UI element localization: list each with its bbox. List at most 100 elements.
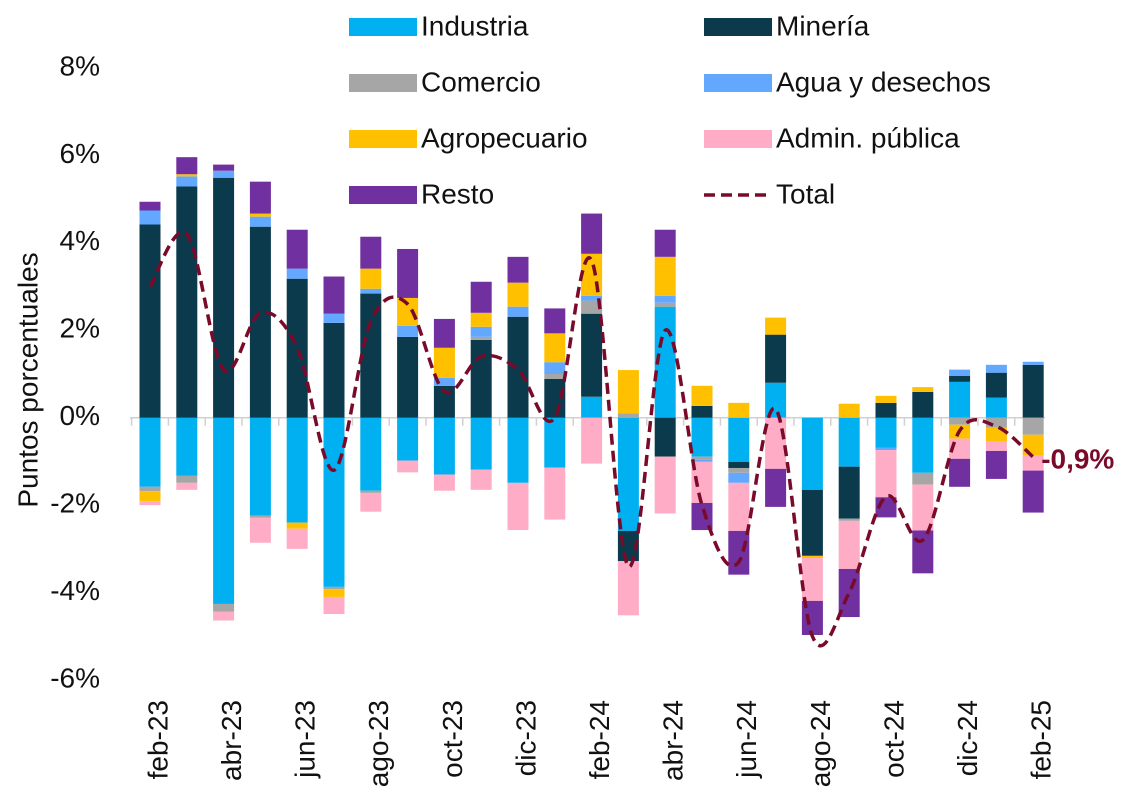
bar-segment [654, 456, 676, 514]
bar-segment [617, 370, 639, 414]
bar-segment [765, 417, 787, 469]
bar-segment [507, 417, 529, 483]
bar-segment [1022, 470, 1044, 513]
bar-segment [213, 164, 235, 171]
bar-segment [617, 413, 639, 418]
bar-segment [544, 467, 566, 520]
bar-segment [286, 417, 308, 523]
bar-segment [470, 417, 492, 470]
bar-segment [985, 450, 1007, 479]
bar-segment [433, 377, 455, 386]
x-tick-label: ago-24 [805, 700, 836, 787]
bar-segment [654, 417, 676, 457]
bar-segment [249, 226, 271, 418]
bar-segment [286, 268, 308, 279]
bar-segment [139, 201, 161, 211]
bar-segment [801, 555, 823, 559]
x-tick-label: ago-23 [363, 700, 394, 787]
y-tick-label: 2% [60, 313, 100, 344]
bar-segment [213, 177, 235, 418]
bar-segment [765, 334, 787, 383]
bar-segment [249, 517, 271, 543]
bar-segment [838, 518, 860, 521]
bar-segment [323, 596, 345, 614]
bar-segment [875, 447, 897, 451]
bar-segment [139, 491, 161, 502]
y-tick-label: -2% [50, 488, 100, 519]
bar-segment [912, 472, 934, 485]
bar-segment [912, 417, 934, 473]
bar-segment [728, 417, 750, 462]
x-tick-label: oct-24 [878, 700, 909, 778]
legend-label: Total [776, 178, 835, 209]
bar-segment [765, 317, 787, 335]
bar-segment [801, 417, 823, 490]
bar-segment [397, 325, 419, 337]
bar-segment [507, 482, 529, 531]
y-tick-label: 0% [60, 400, 100, 431]
bar-segment [801, 489, 823, 556]
bar-segment [323, 586, 345, 590]
bar-segment [213, 603, 235, 612]
bar-segment [176, 482, 198, 490]
bar-segment [654, 256, 676, 296]
legend-swatch [349, 130, 417, 148]
bar-segment [176, 186, 198, 418]
bar-segment [985, 397, 1007, 418]
bar-segment [1022, 361, 1044, 365]
bar-segment [360, 492, 382, 512]
bar-segment [360, 268, 382, 289]
bar-segment [875, 450, 897, 498]
legend-swatch [704, 130, 772, 148]
bar-segment [470, 469, 492, 490]
bar-segment [1022, 455, 1044, 471]
bar-segment [765, 382, 787, 418]
legend-label: Minería [776, 10, 870, 41]
y-tick-label: 4% [60, 225, 100, 256]
bar-segment [249, 181, 271, 214]
legend-swatch [704, 74, 772, 92]
x-tick-label: dic-23 [510, 700, 541, 776]
bar-segment [213, 170, 235, 178]
x-tick-label: oct-23 [437, 700, 468, 778]
bar-segment [433, 347, 455, 378]
legend-swatch [349, 18, 417, 36]
bar-segment [544, 333, 566, 363]
bar-segment [728, 482, 750, 531]
bar-segment [654, 302, 676, 307]
x-tick-label: feb-24 [584, 700, 615, 779]
bar-segment [985, 372, 1007, 398]
bar-segment [544, 362, 566, 374]
bar-segment [875, 402, 897, 418]
bar-segment [507, 316, 529, 418]
bar-segment [617, 561, 639, 616]
bar-segment [985, 441, 1007, 451]
bar-segment [654, 229, 676, 257]
bar-segment [765, 468, 787, 507]
bar-segment [139, 210, 161, 225]
y-tick-label: 8% [60, 50, 100, 81]
bar-segment [433, 318, 455, 348]
bar-segment [433, 474, 455, 491]
bar-segment [949, 369, 971, 376]
bar-segment [691, 502, 713, 531]
bar-segment [470, 326, 492, 337]
bar-segment [728, 472, 750, 483]
bar-segment [691, 459, 713, 462]
bar-segment [838, 417, 860, 467]
bar-segment [949, 458, 971, 487]
legend-swatch [704, 18, 772, 36]
bar-segment [875, 395, 897, 403]
bar-segment [286, 522, 308, 529]
bar-segment [949, 375, 971, 382]
bar-segment [470, 336, 492, 340]
bar-segment [249, 216, 271, 227]
bar-segment [176, 176, 198, 187]
bar-segment [728, 467, 750, 473]
x-tick-label: dic-24 [952, 700, 983, 776]
bar-segment [323, 322, 345, 418]
bar-segment [213, 417, 235, 604]
x-tick-label: abr-24 [658, 700, 689, 781]
y-tick-label: -4% [50, 575, 100, 606]
bar-segment [249, 515, 271, 518]
